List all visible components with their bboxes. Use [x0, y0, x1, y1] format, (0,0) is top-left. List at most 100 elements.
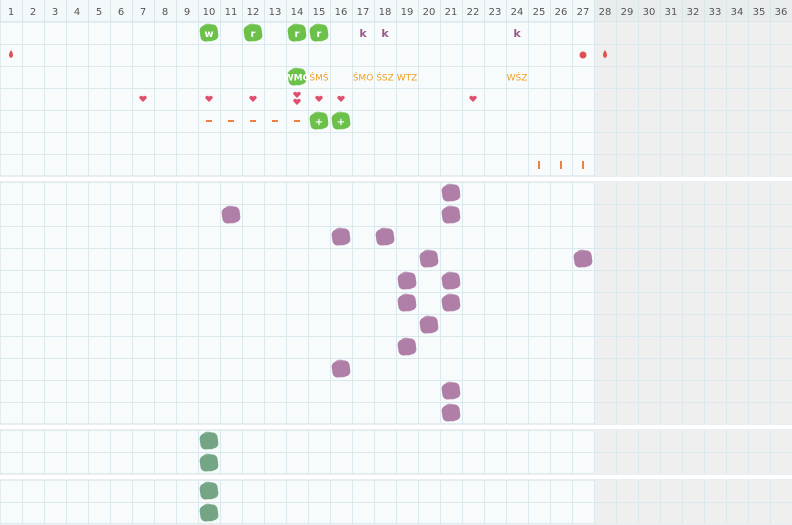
code: ŚMŚ: [309, 72, 328, 84]
day-label: 29: [621, 7, 634, 18]
blob-edge: [332, 227, 350, 246]
day-label: 26: [555, 7, 568, 18]
day-label: 3: [52, 7, 58, 18]
day-label: 33: [709, 7, 722, 18]
letter: k: [513, 27, 521, 40]
blob-edge: [442, 403, 460, 422]
day-label: 24: [511, 7, 524, 18]
day-label: 13: [269, 7, 282, 18]
dash-icon: [228, 120, 234, 122]
day-label: 6: [118, 7, 124, 18]
day-label: 5: [96, 7, 102, 18]
day-label: 27: [577, 7, 590, 18]
blob-edge: [310, 23, 328, 42]
blob-label: r: [295, 29, 300, 40]
dash-icon: [272, 120, 278, 122]
day-label: 18: [379, 7, 392, 18]
dash-icon: [294, 120, 300, 122]
day-label: 7: [140, 7, 146, 18]
blob-edge: [332, 111, 350, 130]
blob-edge: [200, 481, 218, 500]
heart-icon: [249, 95, 257, 102]
section-inactive: [594, 182, 792, 424]
code: WŚZ: [507, 72, 528, 84]
blob-edge: [442, 205, 460, 224]
day-label: 32: [687, 7, 700, 18]
blob-edge: [442, 293, 460, 312]
letter: k: [359, 27, 367, 40]
dash-icon: [206, 120, 212, 122]
code: WTZ: [397, 74, 418, 84]
day-label: 9: [184, 7, 190, 18]
day-label: 12: [247, 7, 260, 18]
letter: k: [381, 27, 389, 40]
day-label: 31: [665, 7, 678, 18]
day-label: 11: [225, 7, 238, 18]
heart-icon: [205, 95, 213, 102]
blob-label: w: [204, 29, 213, 40]
heart-icon: [469, 95, 477, 102]
blob-label: r: [317, 29, 322, 40]
heart-icon: [337, 95, 345, 102]
day-label: 19: [401, 7, 414, 18]
code: ŚSZ: [376, 72, 394, 84]
heart-icon: [293, 91, 301, 98]
day-label: 4: [74, 7, 80, 18]
heart-icon: [293, 98, 301, 105]
blob-edge: [420, 249, 438, 268]
blob-edge: [288, 67, 306, 86]
blob-label: WMO: [284, 74, 311, 84]
day-label: 21: [445, 7, 458, 18]
blob-edge: [310, 111, 328, 130]
blob-edge: [244, 23, 262, 42]
blob-label: +: [315, 117, 323, 128]
blob-edge: [376, 227, 394, 246]
blob-edge: [200, 503, 218, 522]
blob-edge: [420, 315, 438, 334]
blob-edge: [200, 453, 218, 472]
blob-edge: [332, 359, 350, 378]
day-label: 2: [30, 7, 36, 18]
day-label: 16: [335, 7, 348, 18]
drop-icon: [603, 50, 607, 58]
code: ŚMO: [353, 72, 374, 84]
day-label: 36: [775, 7, 788, 18]
day-label: 10: [203, 7, 216, 18]
day-label: 17: [357, 7, 370, 18]
day-label: 30: [643, 7, 656, 18]
blob-edge: [200, 431, 218, 450]
blob-edge: [442, 271, 460, 290]
blob-edge: [200, 23, 218, 42]
dot-icon: [579, 51, 587, 59]
heart-icon: [139, 95, 147, 102]
day-label: 22: [467, 7, 480, 18]
day-label: 14: [291, 7, 304, 18]
bar-icon: [560, 161, 562, 169]
blob-edge: [574, 249, 592, 268]
bar-icon: [538, 161, 540, 169]
day-label: 25: [533, 7, 546, 18]
bar-icon: [582, 161, 584, 169]
blob-edge: [398, 271, 416, 290]
dash-icon: [250, 120, 256, 122]
day-label: 15: [313, 7, 326, 18]
section-inactive: [594, 22, 792, 176]
blob-edge: [288, 23, 306, 42]
blob-edge: [398, 293, 416, 312]
blob-edge: [442, 381, 460, 400]
heart-icon: [315, 95, 323, 102]
day-label: 8: [162, 7, 168, 18]
day-label: 28: [599, 7, 612, 18]
header-inactive: [594, 0, 792, 22]
blob-label: r: [251, 29, 256, 40]
day-label: 23: [489, 7, 502, 18]
blob-label: +: [337, 117, 345, 128]
blob-edge: [442, 183, 460, 202]
day-label: 20: [423, 7, 436, 18]
drop-icon: [9, 50, 13, 58]
day-label: 1: [8, 7, 14, 18]
day-label: 34: [731, 7, 744, 18]
day-label: 35: [753, 7, 766, 18]
blob-edge: [222, 205, 240, 224]
